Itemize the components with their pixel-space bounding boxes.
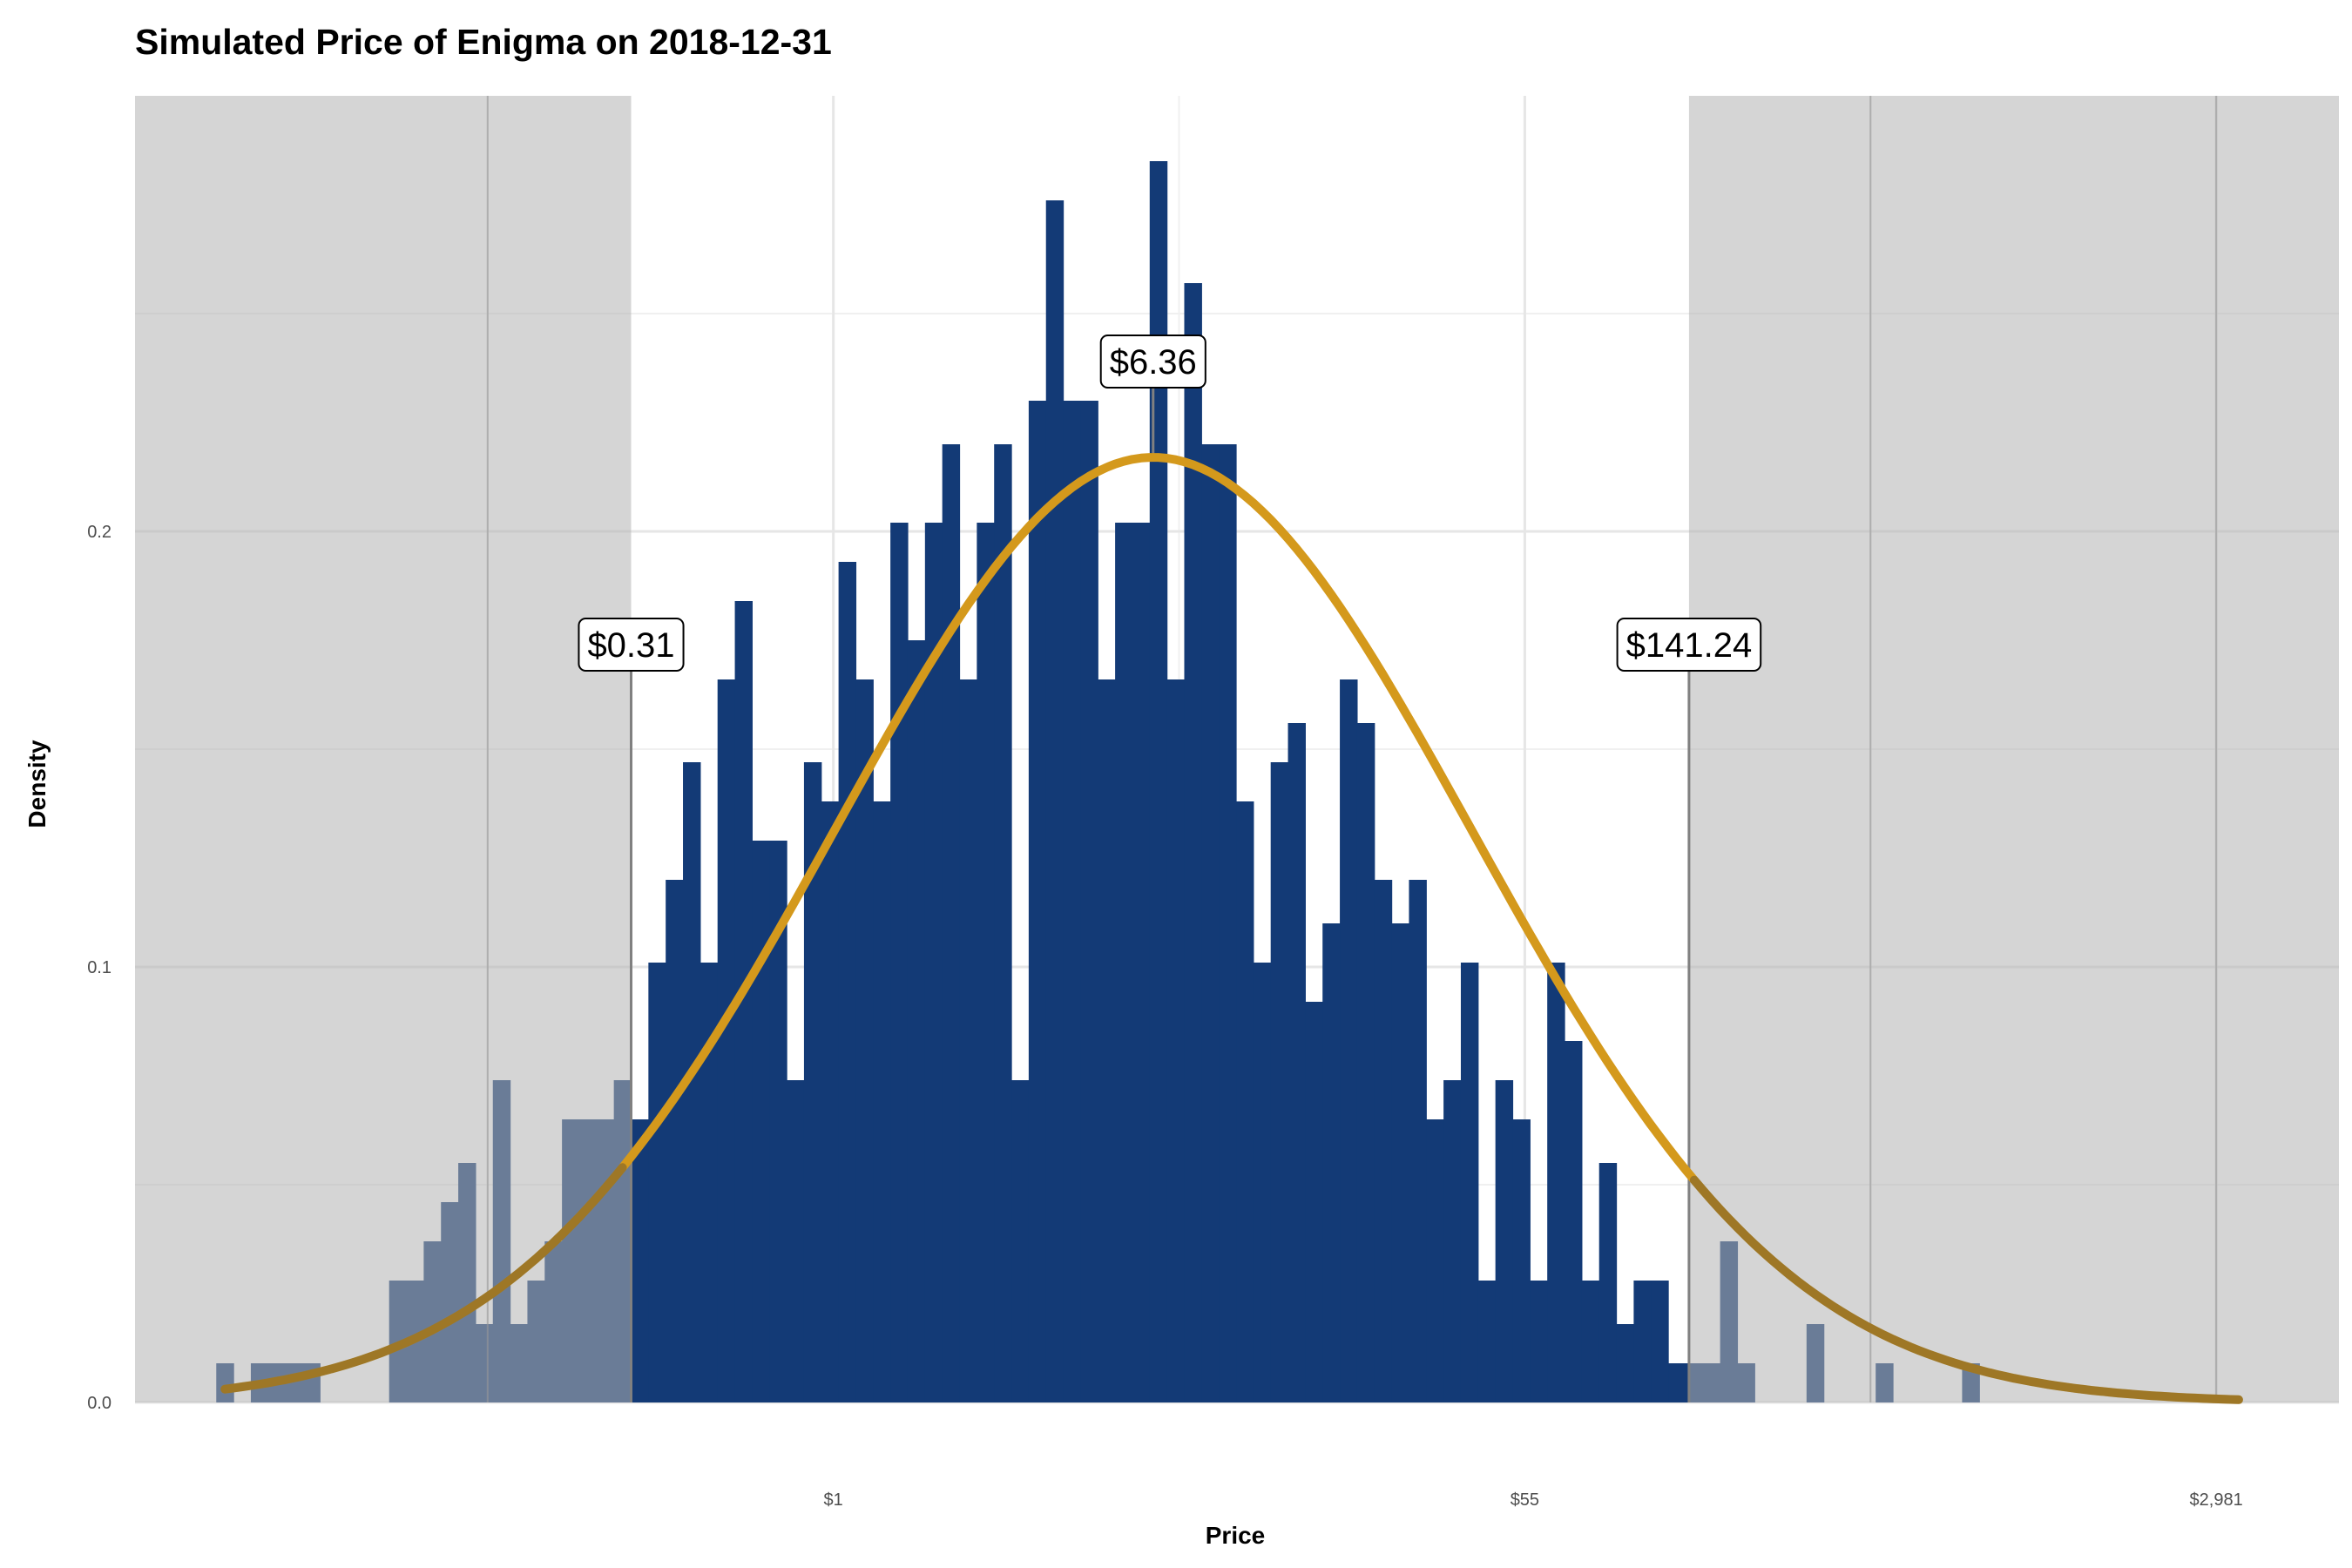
histogram-bar bbox=[977, 523, 995, 1402]
histogram-bar bbox=[1236, 801, 1254, 1402]
y-axis-ticks: 0.0 0.1 0.2 bbox=[87, 523, 112, 1413]
histogram-bar bbox=[1340, 679, 1358, 1402]
histogram-bar bbox=[1253, 963, 1272, 1402]
histogram-bar bbox=[890, 523, 909, 1402]
histogram-bar bbox=[717, 679, 736, 1402]
y-tick-label: 0.1 bbox=[87, 958, 112, 977]
histogram-bar bbox=[1426, 1119, 1444, 1402]
interval-annotations: $0.31 $6.36 $141.24 bbox=[578, 335, 1762, 672]
histogram-bar bbox=[1356, 723, 1375, 1402]
histogram-bar bbox=[1581, 1281, 1600, 1402]
y-tick-label: 0.0 bbox=[87, 1394, 112, 1413]
histogram-bar bbox=[1633, 1281, 1652, 1402]
histogram-bar bbox=[907, 640, 926, 1402]
fit-curve bbox=[220, 453, 2243, 1404]
histogram-bar bbox=[803, 762, 822, 1402]
fit-curve-group bbox=[220, 453, 2243, 1404]
histogram-bar bbox=[1305, 1002, 1323, 1402]
histogram-bar bbox=[1374, 880, 1393, 1402]
fit-curve-shaded-upper bbox=[1689, 1175, 2243, 1404]
histogram-bar bbox=[1651, 1281, 1669, 1402]
histogram-bar bbox=[838, 562, 857, 1402]
histogram-bar bbox=[1547, 963, 1565, 1402]
histogram-bar bbox=[1322, 923, 1341, 1402]
upper-interval-label: $141.24 bbox=[1626, 626, 1753, 665]
histogram-bar bbox=[1270, 762, 1289, 1402]
histogram-bar bbox=[1201, 444, 1220, 1402]
histogram-bar bbox=[769, 841, 787, 1402]
histogram-bar bbox=[752, 841, 770, 1402]
histogram-bar bbox=[1184, 283, 1202, 1402]
histogram-bar bbox=[942, 444, 961, 1402]
histogram-bar bbox=[821, 801, 840, 1402]
histogram-bar bbox=[1132, 523, 1151, 1402]
histogram-bar bbox=[631, 1119, 649, 1402]
lower-tail-shade bbox=[135, 96, 632, 1402]
histogram-bar bbox=[1063, 401, 1082, 1402]
histogram-bar bbox=[1565, 1041, 1583, 1402]
histogram-bar bbox=[1149, 161, 1168, 1402]
histogram-bar bbox=[1115, 523, 1133, 1402]
x-tick-label: $1 bbox=[824, 1490, 843, 1510]
histogram-bar bbox=[924, 523, 943, 1402]
upper-interval-label-box bbox=[1616, 618, 1762, 672]
chart-title: Simulated Price of Enigma on 2018-12-31 bbox=[135, 22, 832, 62]
histogram-bar bbox=[1460, 963, 1479, 1402]
lower-interval-label: $0.31 bbox=[587, 626, 674, 665]
x-axis-ticks: $1 $55 $2,981 bbox=[824, 1490, 2243, 1510]
histogram-bar bbox=[873, 801, 891, 1402]
histogram-bar bbox=[1011, 1080, 1030, 1402]
histogram-bar bbox=[1443, 1080, 1462, 1402]
histogram-bar bbox=[1409, 880, 1427, 1402]
histogram-bar bbox=[683, 762, 701, 1402]
histogram-bar bbox=[1495, 1080, 1514, 1402]
histogram-bar bbox=[994, 444, 1012, 1402]
histogram-bar bbox=[1080, 401, 1098, 1402]
x-axis-title: Price bbox=[1206, 1522, 1266, 1549]
histogram-bar bbox=[787, 1080, 805, 1402]
histogram-bar bbox=[959, 679, 977, 1402]
histogram-bar bbox=[1598, 1163, 1618, 1402]
histogram-bar bbox=[1219, 444, 1237, 1402]
y-tick-label: 0.2 bbox=[87, 523, 112, 542]
histogram-bar bbox=[1391, 923, 1410, 1402]
x-tick-label: $2,981 bbox=[2190, 1490, 2243, 1510]
histogram-bar bbox=[1512, 1119, 1531, 1402]
upper-tail-shade bbox=[1688, 96, 2339, 1402]
histogram-bar bbox=[700, 963, 719, 1402]
histogram-bar bbox=[734, 601, 753, 1402]
fit-curve-shaded-lower bbox=[220, 1163, 627, 1394]
histogram-bar bbox=[1028, 401, 1047, 1402]
histogram-bar bbox=[855, 679, 874, 1402]
y-axis-title: Density bbox=[24, 740, 51, 828]
histogram-bar bbox=[1288, 723, 1306, 1402]
histogram-bar bbox=[1616, 1324, 1634, 1402]
tail-shading bbox=[135, 96, 2339, 1402]
lower-interval-label-box bbox=[578, 618, 685, 672]
median-interval-label-box bbox=[1099, 335, 1206, 389]
histogram-bar bbox=[1477, 1281, 1497, 1402]
histogram-bar bbox=[666, 880, 684, 1402]
histogram-bar bbox=[1166, 679, 1186, 1402]
median-interval-label: $6.36 bbox=[1110, 343, 1197, 382]
histogram-bar bbox=[1668, 1363, 1686, 1402]
histogram-bar bbox=[1530, 1281, 1548, 1402]
histogram-bar bbox=[648, 963, 666, 1402]
histogram-bar bbox=[1045, 200, 1064, 1402]
histogram-bar bbox=[1098, 679, 1116, 1402]
x-tick-label: $55 bbox=[1511, 1490, 1539, 1510]
